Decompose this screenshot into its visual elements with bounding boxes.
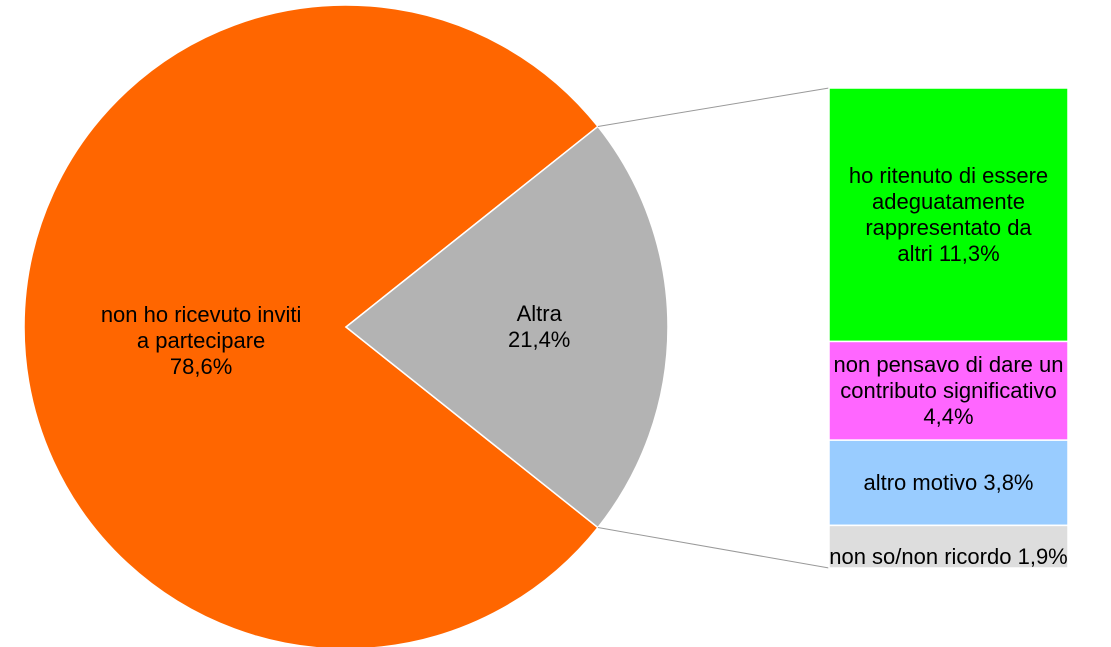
breakdown-bar	[828, 524, 1069, 569]
value-label: 78,6%	[169, 354, 233, 379]
breakdown-bar	[828, 87, 1069, 343]
breakdown-bar	[828, 340, 1069, 441]
value-label: 1,9%	[1017, 543, 1068, 569]
category-label: Altra	[516, 301, 562, 326]
category-label: non ho ricevuto inviti a partecipare	[100, 302, 302, 353]
bar-label: ho ritenuto di essere adeguatamente rapp…	[846, 163, 1051, 267]
slice-label: Altra 21,4%	[432, 301, 647, 353]
slice-label: non ho ricevuto inviti a partecipare 78,…	[94, 302, 309, 380]
connector-line	[597, 527, 830, 569]
category-label: non pensavo di dare un contributo signif…	[833, 351, 1064, 403]
connector-line	[597, 87, 830, 127]
category-label: ho ritenuto di essere adeguatamente rapp…	[848, 162, 1049, 266]
value-label: 11,3%	[938, 240, 1000, 266]
bar-label: non so/non ricordo 1,9%	[814, 544, 1084, 570]
bar-label: non pensavo di dare un contributo signif…	[814, 352, 1084, 430]
category-label: altro motivo	[863, 469, 978, 495]
value-label: 3,8%	[983, 469, 1034, 495]
pie-slice	[344, 125, 669, 529]
pie-slice	[23, 4, 599, 647]
bar-label: altro motivo 3,8%	[819, 470, 1079, 496]
category-label: non so/non ricordo	[829, 543, 1012, 569]
value-label: 4,4%	[923, 403, 974, 429]
breakdown-bar	[828, 439, 1069, 527]
value-label: 21,4%	[507, 327, 571, 352]
